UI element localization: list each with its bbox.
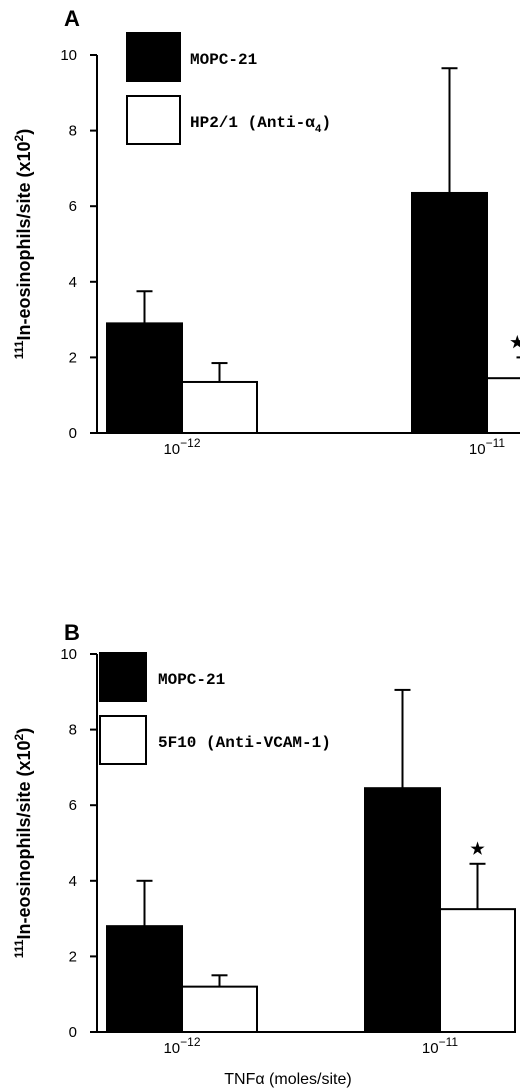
y-tick-label: 10 bbox=[60, 646, 77, 663]
panel-a: A 0 2 4 6 8 10 10−12 10−11 ★★ MOPC-21 HP2/1 (Anti-α… bbox=[12, 6, 520, 458]
y-tick-label: 8 bbox=[69, 722, 77, 739]
panel-letter: B bbox=[64, 620, 80, 645]
legend-swatch bbox=[99, 652, 147, 702]
bar-control bbox=[364, 787, 441, 1033]
bar-control bbox=[106, 322, 183, 435]
bar-control bbox=[411, 191, 488, 434]
y-axis-label: 111In-eosinophils/site (x102) bbox=[12, 728, 34, 958]
y-tick-label: 8 bbox=[69, 123, 77, 140]
x-tick-label: 10−11 bbox=[469, 436, 505, 458]
y-tick-label: 2 bbox=[69, 349, 77, 366]
x-tick-label: 10−12 bbox=[163, 436, 200, 458]
significance-marker: ★★ bbox=[510, 334, 520, 351]
bar-control bbox=[106, 925, 183, 1033]
y-tick-label: 4 bbox=[69, 873, 77, 890]
y-tick-label: 0 bbox=[69, 1024, 77, 1041]
x-tick-label: 10−12 bbox=[163, 1035, 200, 1057]
panel-letter: A bbox=[64, 6, 80, 31]
legend-label: MOPC-21 bbox=[158, 671, 225, 689]
panel-b: B 0 2 4 6 8 10 10−12 10−11 ★ MOPC-21 5F10 (Anti-VCA… bbox=[12, 620, 516, 1088]
y-tick-label: 2 bbox=[69, 948, 77, 965]
x-tick-label: 10−11 bbox=[422, 1035, 458, 1057]
y-tick-label: 4 bbox=[69, 274, 77, 291]
bar-antibody bbox=[486, 377, 520, 435]
y-tick-label: 10 bbox=[60, 47, 77, 64]
legend-label: MOPC-21 bbox=[190, 51, 257, 69]
significance-marker: ★ bbox=[470, 841, 485, 858]
bar-antibody bbox=[181, 380, 258, 434]
bar-antibody bbox=[439, 908, 516, 1034]
y-axis-label: 111In-eosinophils/site (x102) bbox=[12, 129, 34, 359]
legend-label: HP2/1 (Anti-α4) bbox=[190, 114, 331, 136]
y-tick-label: 6 bbox=[69, 198, 77, 215]
legend-swatch bbox=[126, 95, 181, 145]
legend-label: 5F10 (Anti-VCAM-1) bbox=[158, 734, 331, 752]
y-tick-label: 6 bbox=[69, 797, 77, 814]
bar-antibody bbox=[181, 985, 258, 1034]
x-axis-label: TNFα (moles/site) bbox=[224, 1071, 351, 1088]
legend-swatch bbox=[99, 715, 147, 765]
y-tick-label: 0 bbox=[69, 425, 77, 442]
legend-swatch bbox=[126, 32, 181, 82]
